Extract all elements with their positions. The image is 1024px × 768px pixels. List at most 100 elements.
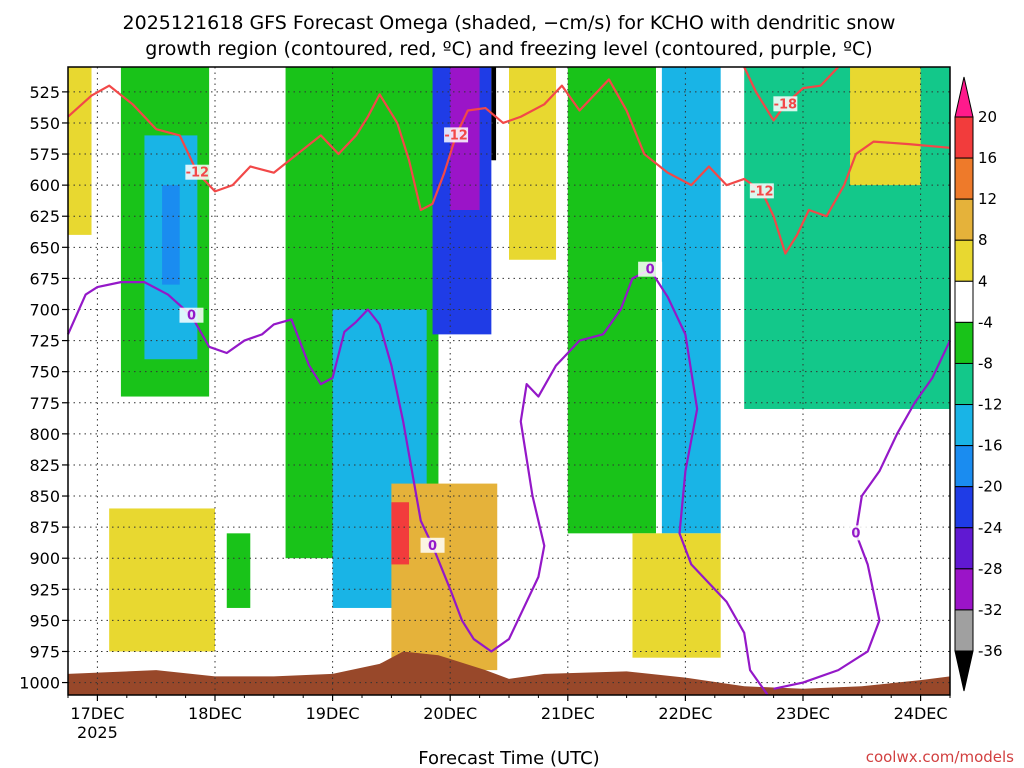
shade-yellow-20dec: [509, 67, 557, 260]
colorbar-label-9: -20: [978, 478, 1003, 496]
y-tick-label-775: 775: [29, 394, 60, 413]
contours: -12 -12 -12 -18 0 0 0 0: [66, 66, 951, 696]
shade-yellow-early: [68, 67, 92, 235]
contour-label-dgz-minus-12-upper-1: -12: [444, 128, 468, 143]
shade-cyan-22dec: [661, 67, 721, 534]
contour-label-dgz-minus-12-upper-0: -12: [186, 166, 210, 181]
contour-label-freezing-level-2: 0: [646, 263, 655, 278]
y-tick-label-625: 625: [29, 207, 60, 226]
colorbar-label-10: -24: [978, 519, 1003, 537]
shade-green-21dec: [567, 67, 656, 534]
y-tick-label-575: 575: [29, 145, 60, 164]
x-tick-label-17DEC: 17DEC: [70, 704, 124, 723]
y-axis: 525 550 575 600 625 650 675 700 725 750 775 800 825 8…: [19, 83, 68, 693]
colorbar-label-3: 8: [978, 231, 988, 249]
contour-label-dgz-minus-18-0: -18: [774, 97, 798, 112]
colorbar-label-11: -28: [978, 560, 1003, 578]
x-tick-label-24DEC: 24DEC: [894, 704, 948, 723]
gridlines: [68, 67, 950, 695]
x-tick-label-18DEC: 18DEC: [188, 704, 242, 723]
colorbar-label-1: 16: [978, 149, 997, 167]
contour-label-freezing-level-1: 0: [428, 539, 437, 554]
contour-label-bg: [185, 164, 210, 180]
y-tick-label-800: 800: [29, 425, 60, 444]
colorbar-swatch-3: [954, 239, 974, 282]
y-tick-label-725: 725: [29, 332, 60, 351]
chart-title-line-1: 2025121618 GFS Forecast Omega (shaded, −…: [123, 12, 896, 34]
colorbar-label-2: 12: [978, 190, 997, 208]
colorbar-label-5: -4: [978, 313, 993, 331]
colorbar-swatch-8: [954, 445, 974, 488]
contour-label-bg: [749, 183, 774, 199]
contour-label-bg: [843, 525, 868, 541]
colorbar-top-arrow: [954, 76, 974, 118]
x-year-label: 2025: [77, 723, 118, 742]
x-tick-label-22DEC: 22DEC: [658, 704, 712, 723]
contour-label-bg: [420, 537, 445, 553]
colorbar-swatch-2: [954, 198, 974, 241]
contour-dgz-minus-12-upper: [67, 78, 951, 255]
contour-label-bg: [444, 127, 469, 143]
colorbar-swatch-0: [954, 116, 974, 159]
contour-label-bg: [773, 96, 798, 112]
y-tick-label-600: 600: [29, 176, 60, 195]
chart-title-line-2: growth region (contoured, red, ºC) and f…: [145, 38, 872, 60]
colorbar-label-6: -8: [978, 354, 993, 372]
y-tick-label-825: 825: [29, 456, 60, 475]
colorbar-swatch-4: [954, 280, 974, 323]
y-tick-label-550: 550: [29, 114, 60, 133]
colorbar-swatch-7: [954, 404, 974, 447]
x-tick-label-23DEC: 23DEC: [776, 704, 830, 723]
y-tick-label-525: 525: [29, 83, 60, 102]
colorbar-label-4: 4: [978, 272, 988, 290]
colorbar-label-0: 20: [978, 108, 997, 126]
y-tick-label-675: 675: [29, 269, 60, 288]
y-tick-label-750: 750: [29, 363, 60, 382]
colorbar-swatch-6: [954, 362, 974, 406]
shade-red-19dec-low: [391, 502, 410, 565]
shade-green-18dec-low: [226, 533, 251, 608]
y-tick-label-925: 925: [29, 580, 60, 599]
x-axis-label: Forecast Time (UTC): [418, 748, 599, 768]
x-tick-label-19DEC: 19DEC: [306, 704, 360, 723]
contour-label-bg: [179, 307, 204, 323]
y-tick-label-1000: 1000: [19, 674, 60, 693]
colorbar-swatch-5: [954, 321, 974, 364]
contour-label-dgz-minus-12-upper-2: -12: [750, 184, 774, 199]
colorbar-label-8: -16: [978, 437, 1003, 455]
x-axis: 17DEC 18DEC 19DEC 20DEC 21DEC 22DEC 23DEC 24DEC: [67, 695, 951, 723]
y-tick-label-700: 700: [29, 300, 60, 319]
colorbar-swatch-12: [954, 609, 974, 652]
contour-freezing-level: [66, 268, 769, 696]
shade-yellow-18dec-low: [109, 508, 215, 652]
colorbar-swatch-11: [954, 568, 974, 611]
credit-text: coolwx.com/models: [866, 748, 1014, 766]
y-tick-label-875: 875: [29, 518, 60, 537]
colorbar: 20 16 12 8 4 -4 -8 -12 -16 -20 -24 -28 -32 -36: [954, 76, 1003, 692]
shade-blue-17dec: [162, 185, 180, 285]
colorbar-bottom-arrow: [954, 650, 974, 692]
x-tick-label-21DEC: 21DEC: [541, 704, 595, 723]
contour-label-freezing-level-right-0: 0: [851, 526, 860, 541]
terrain: [68, 651, 950, 695]
omega-shading: [68, 67, 950, 671]
y-tick-label-900: 900: [29, 549, 60, 568]
y-tick-label-975: 975: [29, 642, 60, 661]
shade-yellow-24dec: [850, 67, 921, 186]
plot-area: -12 -12 -12 -18 0 0 0 0: [66, 66, 951, 696]
colorbar-swatch-1: [954, 157, 974, 200]
contour-label-freezing-level-0: 0: [187, 309, 196, 324]
shade-yellow-21dec-low: [632, 533, 721, 658]
colorbar-swatch-9: [954, 486, 974, 529]
colorbar-label-13: -36: [978, 642, 1003, 660]
terrain-fill: [68, 651, 950, 695]
colorbar-label-12: -32: [978, 601, 1003, 619]
y-tick-label-650: 650: [29, 238, 60, 257]
y-tick-label-950: 950: [29, 611, 60, 630]
colorbar-label-7: -12: [978, 396, 1003, 414]
contour-label-bg: [638, 261, 663, 277]
x-tick-label-20DEC: 20DEC: [423, 704, 477, 723]
y-tick-label-850: 850: [29, 487, 60, 506]
colorbar-swatch-10: [954, 527, 974, 570]
